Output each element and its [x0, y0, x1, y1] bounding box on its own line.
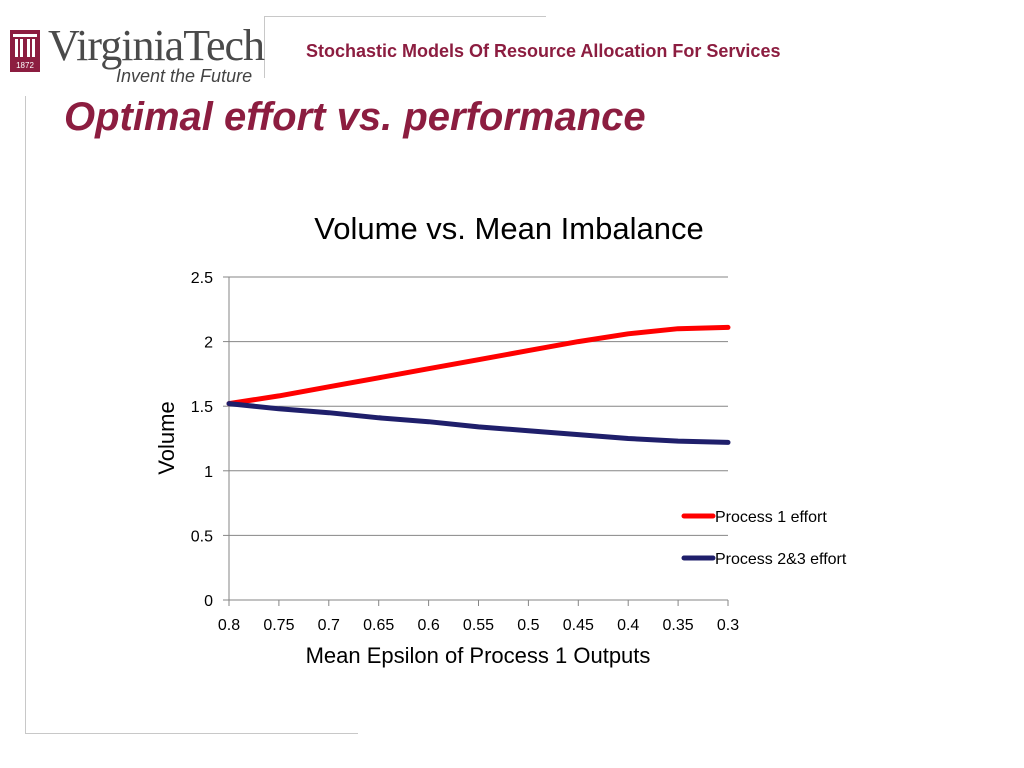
- x-tick-label: 0.7: [318, 617, 340, 634]
- x-tick-label: 0.75: [263, 617, 294, 634]
- y-tick-label: 2.5: [191, 270, 213, 287]
- y-tick-label: 2: [204, 335, 213, 352]
- logo-wordmark: VirginiaTech: [48, 21, 265, 70]
- virginia-tech-logo: 1872 VirginiaTech Invent the Future: [6, 22, 265, 86]
- x-tick-label: 0.65: [363, 617, 394, 634]
- logo-year: 1872: [16, 61, 34, 70]
- x-axis-ticks: 0.8 0.75 0.7 0.65 0.6 0.55 0.5 0.45 0.4 0.35 0.3: [218, 600, 739, 634]
- y-axis-ticks: 0 0.5 1 1.5 2 2.5: [191, 270, 229, 610]
- logo-tagline: Invent the Future: [116, 66, 253, 86]
- frame-top-line: [264, 16, 546, 17]
- course-title: Stochastic Models Of Resource Allocation…: [306, 41, 781, 61]
- x-tick-label: 0.6: [417, 617, 439, 634]
- legend-label-1: Process 1 effort: [715, 509, 827, 526]
- y-tick-label: 0: [204, 593, 213, 610]
- frame-vertical-line: [264, 16, 265, 78]
- frame-left-line: [25, 96, 26, 734]
- series-line-1: [226, 324, 731, 407]
- series-line-2: [226, 401, 731, 445]
- y-tick-label: 1: [204, 464, 213, 481]
- university-seal-icon: 1872: [10, 30, 40, 72]
- x-tick-label: 0.8: [218, 617, 240, 634]
- x-tick-label: 0.5: [517, 617, 539, 634]
- x-tick-label: 0.55: [463, 617, 494, 634]
- y-tick-label: 0.5: [191, 528, 213, 545]
- x-axis-label: Mean Epsilon of Process 1 Outputs: [306, 643, 651, 668]
- y-axis-label: Volume: [154, 401, 179, 474]
- chart-legend: Process 1 effort Process 2&3 effort: [681, 509, 847, 568]
- chart-series: [226, 324, 731, 445]
- x-tick-label: 0.35: [663, 617, 694, 634]
- frame-bottom-line: [25, 733, 358, 734]
- x-tick-label: 0.45: [563, 617, 594, 634]
- slide-title: Optimal effort vs. performance: [64, 95, 646, 139]
- x-tick-label: 0.4: [617, 617, 639, 634]
- chart-title: Volume vs. Mean Imbalance: [314, 211, 703, 246]
- chart-gridlines: [229, 276, 728, 536]
- y-tick-label: 1.5: [191, 399, 213, 416]
- x-tick-label: 0.3: [717, 617, 739, 634]
- legend-label-2: Process 2&3 effort: [715, 551, 847, 568]
